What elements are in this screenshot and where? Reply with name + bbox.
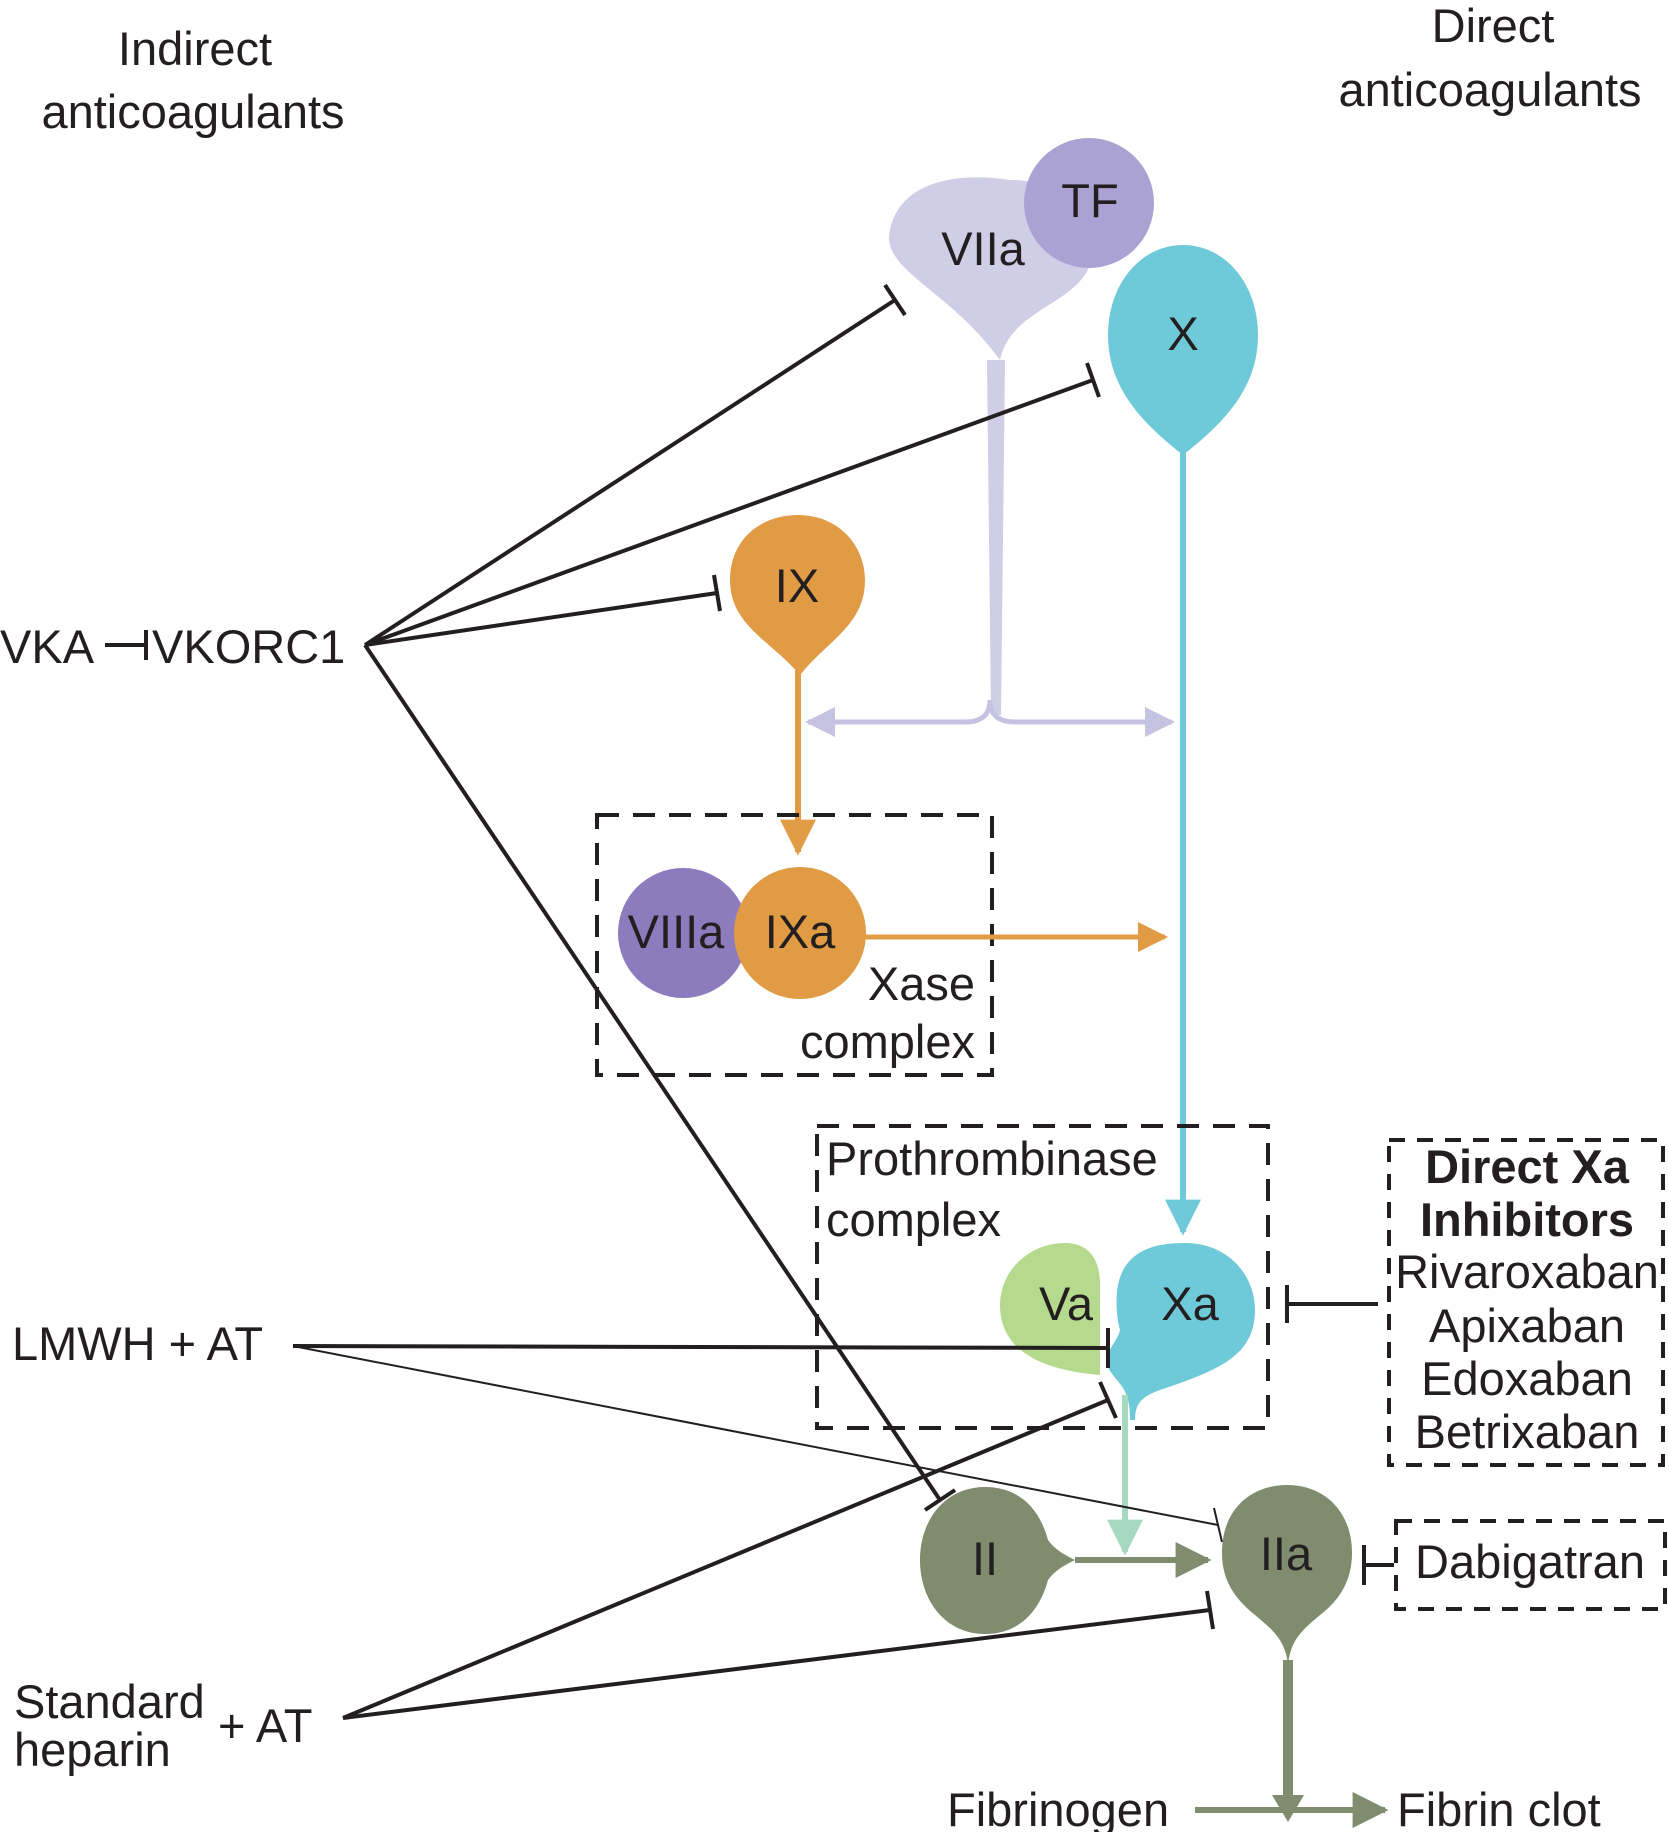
factor-ix-node: IX <box>730 515 865 675</box>
direct-xa-item: Apixaban <box>1429 1299 1625 1352</box>
direct-xa-inhibitors-box <box>1387 1138 1665 1467</box>
direct-header-line2: anticoagulants <box>1338 63 1641 116</box>
heparin-at-label: + AT <box>218 1699 312 1752</box>
xase-label-line2: complex <box>800 1015 975 1068</box>
prothrombinase-label-line1: Prothrombinase <box>826 1132 1158 1185</box>
indirect-header-line2: anticoagulants <box>41 85 344 138</box>
vka-inhibition-line <box>105 630 148 660</box>
prothrombinase-label-line2: complex <box>826 1193 1001 1246</box>
fibrinogen-label: Fibrinogen <box>947 1783 1169 1832</box>
heparin-inhibition-lines <box>342 1381 1215 1720</box>
direct-xa-item: Betrixaban <box>1415 1405 1640 1458</box>
viia-label: VIIa <box>941 222 1025 275</box>
direct-xa-inhibition-line <box>1285 1285 1378 1323</box>
viiia-label: VIIIa <box>628 905 726 958</box>
va-node <box>1000 1243 1100 1375</box>
iia-node: IIa <box>1222 1485 1352 1670</box>
direct-header-line1: Direct <box>1432 0 1555 52</box>
dabigatran-box <box>1394 1519 1667 1611</box>
vkorc1-label: VKORC1 <box>152 620 345 673</box>
ii-label: II <box>972 1532 998 1585</box>
direct-xa-title-line1: Direct Xa <box>1425 1140 1630 1193</box>
tf-label: TF <box>1061 174 1118 227</box>
vka-label: VKA <box>0 620 95 673</box>
ix-label: IX <box>775 559 819 612</box>
xa-node: Xa <box>1106 1243 1255 1420</box>
tf-node <box>1024 138 1154 268</box>
lmwh-inhibition-lines <box>292 1328 1223 1543</box>
indirect-header-line1: Indirect <box>118 22 272 75</box>
factor-x-node: X <box>1108 245 1258 455</box>
xa-label: Xa <box>1161 1277 1219 1330</box>
standard-heparin-label-line1: Standard <box>14 1675 205 1728</box>
standard-heparin-label-line2: heparin <box>14 1723 171 1776</box>
viiia-node <box>618 868 748 998</box>
vkorc1-inhibition-lines <box>363 283 1101 1512</box>
fibrin-clot-label: Fibrin clot <box>1397 1783 1601 1832</box>
ixa-node <box>734 867 866 999</box>
xase-label-line1: Xase <box>868 957 975 1010</box>
ixa-label: IXa <box>765 905 836 958</box>
dabigatran-label: Dabigatran <box>1415 1535 1645 1588</box>
viia-activation-bracket <box>805 699 1175 737</box>
va-label: Va <box>1039 1277 1094 1330</box>
lmwh-at-label: LMWH + AT <box>12 1317 263 1370</box>
iia-label: IIa <box>1260 1527 1313 1580</box>
xase-complex-box <box>595 813 994 1077</box>
direct-xa-item: Rivaroxaban <box>1395 1245 1659 1298</box>
dabigatran-inhibition-line <box>1362 1545 1394 1585</box>
direct-xa-title-line2: Inhibitors <box>1420 1193 1634 1246</box>
x-label: X <box>1167 307 1198 360</box>
ii-node: II <box>920 1487 1075 1634</box>
viia-tf-complex: TF VIIa <box>889 138 1154 715</box>
direct-xa-item: Edoxaban <box>1421 1352 1633 1405</box>
